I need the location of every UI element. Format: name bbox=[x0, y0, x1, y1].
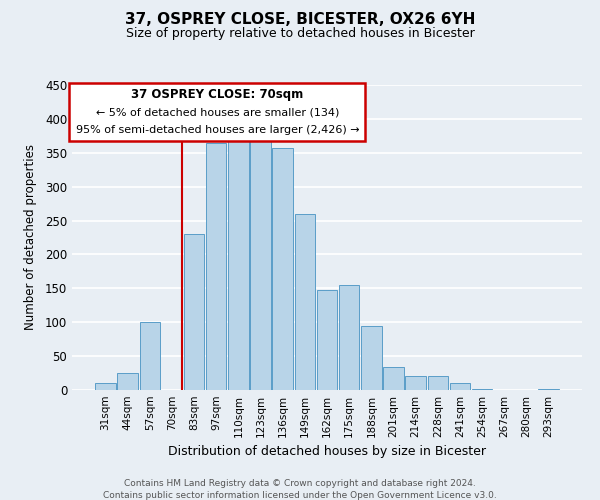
Bar bbox=[118, 373, 138, 390]
Bar bbox=[184, 234, 204, 390]
Bar bbox=[472, 388, 493, 390]
Bar bbox=[206, 142, 226, 390]
Bar bbox=[361, 326, 382, 390]
Bar bbox=[450, 382, 470, 390]
Bar bbox=[428, 376, 448, 390]
Bar bbox=[295, 214, 315, 390]
Text: Contains HM Land Registry data © Crown copyright and database right 2024.: Contains HM Land Registry data © Crown c… bbox=[124, 479, 476, 488]
FancyBboxPatch shape bbox=[70, 84, 365, 141]
Text: ← 5% of detached houses are smaller (134): ← 5% of detached houses are smaller (134… bbox=[95, 108, 339, 118]
Bar bbox=[406, 376, 426, 390]
Bar bbox=[272, 148, 293, 390]
Text: 95% of semi-detached houses are larger (2,426) →: 95% of semi-detached houses are larger (… bbox=[76, 125, 359, 135]
Text: 37, OSPREY CLOSE, BICESTER, OX26 6YH: 37, OSPREY CLOSE, BICESTER, OX26 6YH bbox=[125, 12, 475, 28]
Bar bbox=[228, 139, 248, 390]
Bar bbox=[339, 285, 359, 390]
X-axis label: Distribution of detached houses by size in Bicester: Distribution of detached houses by size … bbox=[168, 446, 486, 458]
Bar bbox=[317, 290, 337, 390]
Text: 37 OSPREY CLOSE: 70sqm: 37 OSPREY CLOSE: 70sqm bbox=[131, 88, 304, 102]
Y-axis label: Number of detached properties: Number of detached properties bbox=[23, 144, 37, 330]
Bar bbox=[538, 388, 559, 390]
Bar bbox=[140, 322, 160, 390]
Bar bbox=[95, 383, 116, 390]
Text: Contains public sector information licensed under the Open Government Licence v3: Contains public sector information licen… bbox=[103, 491, 497, 500]
Bar bbox=[250, 136, 271, 390]
Text: Size of property relative to detached houses in Bicester: Size of property relative to detached ho… bbox=[125, 28, 475, 40]
Bar bbox=[383, 367, 404, 390]
